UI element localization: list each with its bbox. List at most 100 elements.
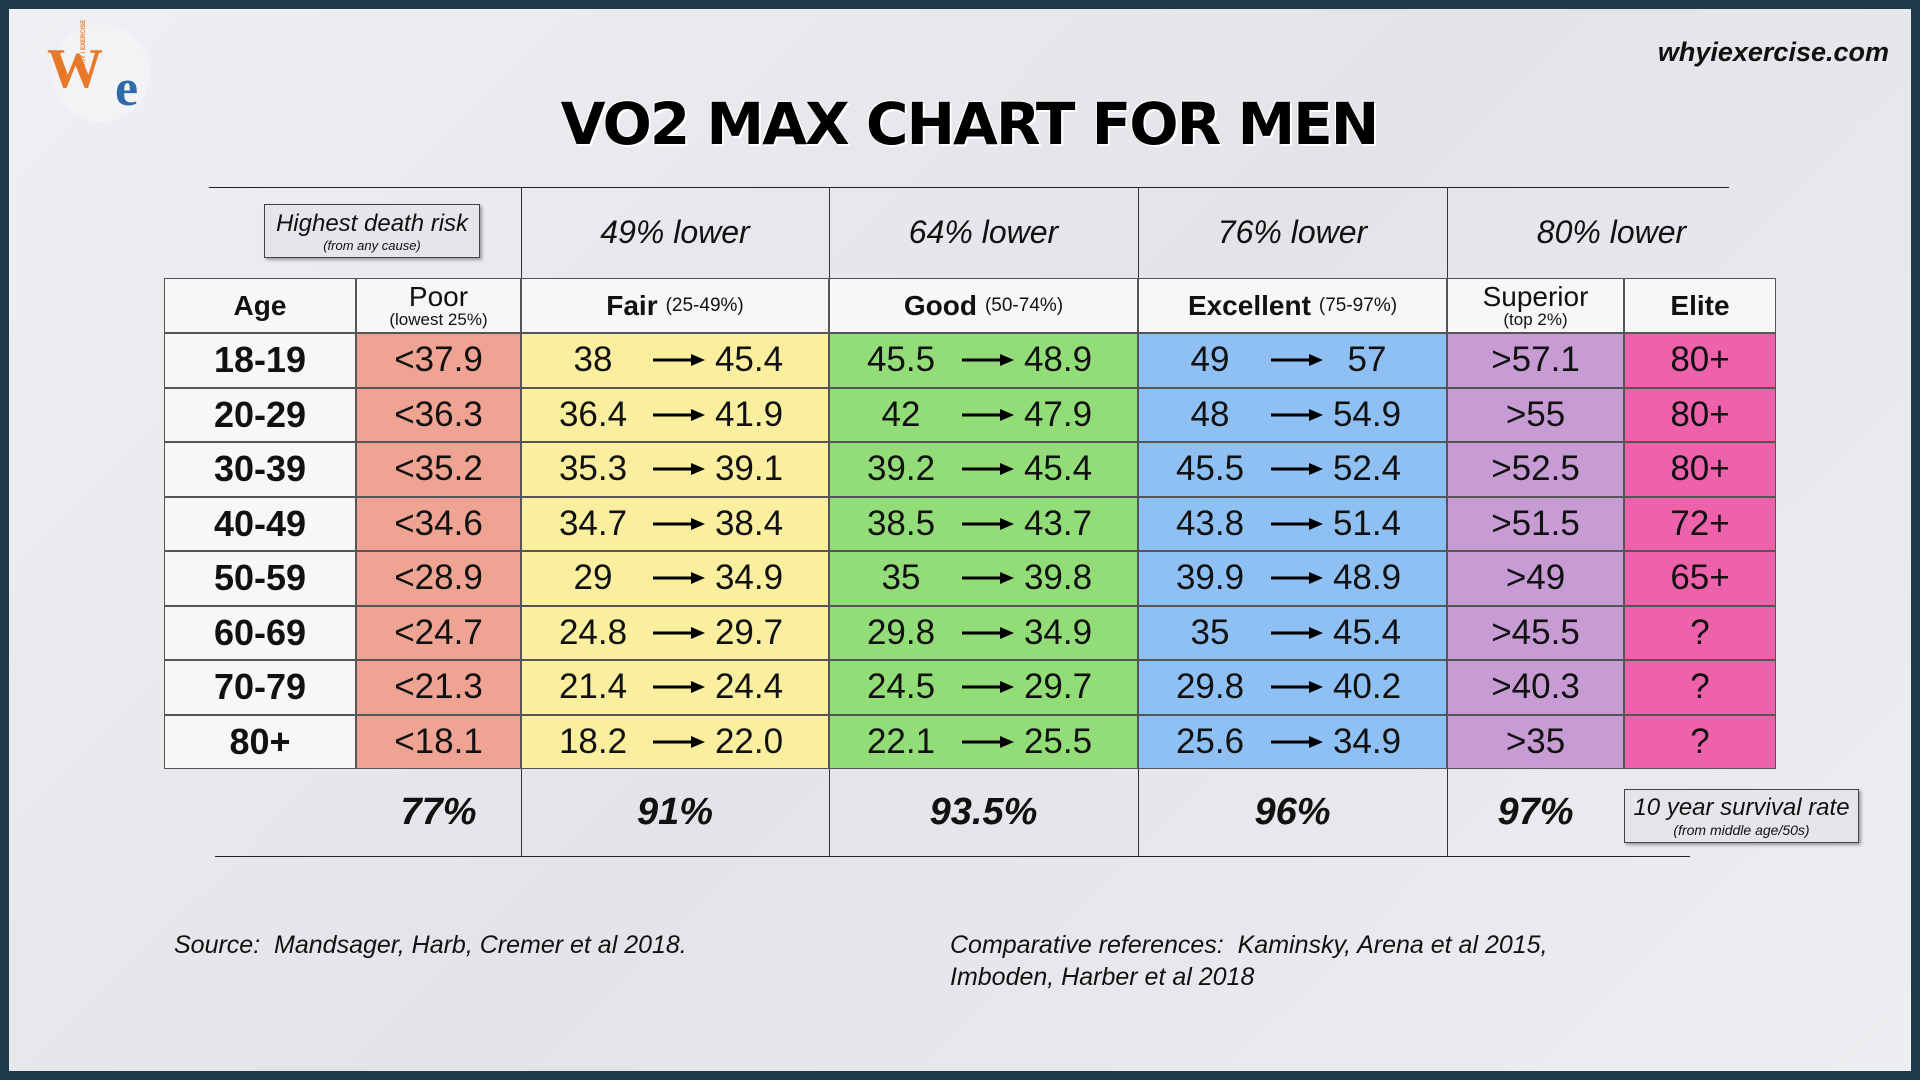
arrow [1270,517,1323,530]
rule [829,187,830,278]
header-name: Fair [606,289,658,321]
range-from: 39.9 [1175,558,1245,598]
column-header: Age [164,278,356,333]
column-header: Good (50-74%) [829,278,1138,333]
range-from: 25.6 [1175,721,1245,761]
column-header: Poor (lowest 25%) [356,278,521,333]
survival-rate: 93.5% [929,791,1038,833]
range-from: 35 [1190,612,1230,652]
value-cell: ? [1624,714,1776,769]
arrow [653,735,705,748]
rule [1138,769,1139,856]
value-cell: ? [1624,660,1776,715]
range-to: 40.2 [1332,667,1402,707]
range-from: 49 [1190,340,1230,380]
range-to: 57 [1347,340,1387,380]
value-cell: >55 [1447,387,1624,442]
arrow [1270,572,1323,585]
arrow [961,408,1014,421]
arrow [961,735,1014,748]
range-to: 54.9 [1332,394,1402,434]
rule [829,769,830,856]
arrow [1270,681,1323,694]
header-name: Poor [408,281,469,312]
range-from: 24.5 [866,667,936,707]
value-cell: >35 [1447,714,1624,769]
value-cell: <24.7 [356,605,521,660]
arrow [1270,735,1323,748]
arrow [961,517,1014,530]
value-cell: >45.5 [1447,605,1624,660]
risk-reduction: 49% lower [600,214,750,250]
value-cell: <36.3 [356,387,521,442]
range-to: 52.4 [1332,449,1402,489]
age-cell: 80+ [164,714,356,769]
rule [215,856,1690,857]
value-cell: <28.9 [356,551,521,606]
survival-note: (from middle age/50s) [1673,822,1810,838]
value-cell: 80+ [1624,333,1776,388]
arrow [653,354,705,367]
range-to: 38.4 [714,503,784,543]
arrow [1270,626,1323,639]
header-name: Excellent [1187,289,1311,321]
reference: Comparative references: Kaminsky, Arena … [950,931,1548,959]
range-from: 29 [573,558,613,598]
age-cell: 60-69 [164,605,356,660]
range-to: 24.4 [714,667,784,707]
range-to: 51.4 [1332,503,1402,543]
value-cell: >57.1 [1447,333,1624,388]
reference: Imboden, Harber et al 2018 [950,963,1255,991]
range-from: 24.8 [558,612,628,652]
header-name: Good [903,289,977,321]
rule [521,187,522,278]
arrow [961,572,1014,585]
risk-reduction: 76% lower [1217,214,1368,250]
age-cell: 50-59 [164,551,356,606]
survival-rate: 77% [400,791,477,833]
range-to: 45.4 [1023,449,1093,489]
column-header: Elite [1624,278,1776,333]
value-cell: <34.6 [356,496,521,551]
rule [209,187,1729,188]
survival-rate: 91% [636,791,714,833]
source: Source: Mandsager, Harb, Cremer et al 20… [174,931,687,959]
logo-tagline: WHY I EXERCISE [81,19,87,69]
arrow [1270,463,1323,476]
header-note: (50-74%) [984,295,1064,316]
range-from: 39.2 [866,449,936,489]
value-cell: 72+ [1624,496,1776,551]
age-cell: 70-79 [164,660,356,715]
value-cell: >40.3 [1447,660,1624,715]
arrow [961,681,1014,694]
value-cell: >49 [1447,551,1624,606]
risk-box: Highest death risk (from any cause) [264,204,480,258]
column-header: Excellent (75-97%) [1138,278,1447,333]
survival-label: 10 year survival rate [1633,794,1850,821]
header-name: Superior [1482,281,1589,312]
arrow [653,463,705,476]
range-to: 43.7 [1023,503,1093,543]
value-cell: >52.5 [1447,442,1624,497]
arrow [653,626,705,639]
risk-note: (from any cause) [323,237,421,253]
range-from: 45.5 [1175,449,1245,489]
value-cell: 65+ [1624,551,1776,606]
logo-w: W [47,38,103,100]
range-to: 29.7 [1023,667,1093,707]
header-name: Age [233,289,287,321]
range-to: 47.9 [1023,394,1093,434]
range-to: 48.9 [1023,340,1093,380]
risk-reduction: 80% lower [1536,214,1687,250]
range-to: 39.8 [1023,558,1093,598]
age-cell: 20-29 [164,387,356,442]
logo [52,24,150,122]
range-from: 38.5 [866,503,936,543]
value-cell: <21.3 [356,660,521,715]
value-cell: 80+ [1624,387,1776,442]
value-cell: ? [1624,605,1776,660]
arrow [961,354,1014,367]
range-from: 18.2 [558,721,628,761]
rule [1447,187,1448,278]
